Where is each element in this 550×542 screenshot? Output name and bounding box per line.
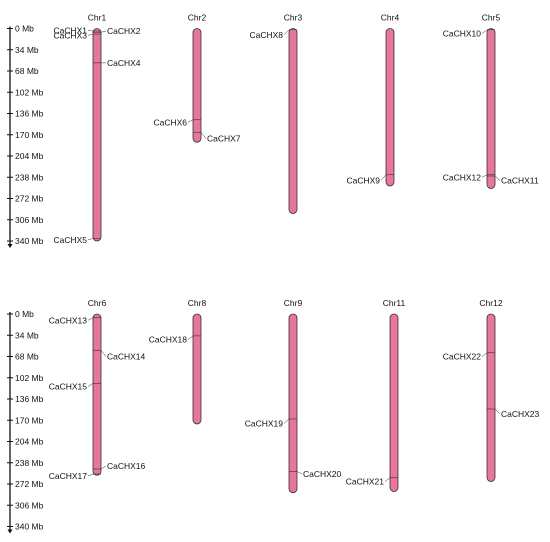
chromosome-bar xyxy=(92,313,102,476)
chromosome-bar xyxy=(385,28,395,187)
gene-leader-line xyxy=(87,473,94,477)
gene-label: CaCHX21 xyxy=(346,477,385,487)
chromosome-bar xyxy=(288,28,298,214)
gene-label: CaCHX7 xyxy=(207,134,241,144)
chromosome-name: Chr2 xyxy=(188,13,207,23)
chromosome-bar xyxy=(92,28,102,242)
gene-label: CaCHX16 xyxy=(107,461,146,471)
gene-leader-line xyxy=(494,175,501,181)
scale-tick-label: 306 Mb xyxy=(15,215,44,225)
scale-tick-label: 0 Mb xyxy=(15,24,34,34)
gene-leader-line xyxy=(296,471,303,475)
gene-leader-line xyxy=(100,30,107,33)
scale-tick-label: 272 Mb xyxy=(15,194,44,204)
scale-tick-label: 238 Mb xyxy=(15,172,44,182)
scale-tick-label: 204 Mb xyxy=(15,151,44,161)
chromosome-name: Chr6 xyxy=(88,298,107,308)
gene-leader-line xyxy=(87,33,94,36)
gene-leader-line xyxy=(384,477,391,482)
scale-tick-label: 0 Mb xyxy=(15,309,34,319)
gene-label: CaCHX11 xyxy=(501,175,539,185)
gene-leader-line xyxy=(380,174,387,181)
gene-label: CaCHX12 xyxy=(443,172,482,182)
gene-label: CaCHX3 xyxy=(53,30,87,40)
gene-label: CaCHX13 xyxy=(49,315,88,325)
scale-tick-label: 340 Mb xyxy=(15,236,44,246)
scale-tick-label: 68 Mb xyxy=(15,352,39,362)
scale-tick-label: 102 Mb xyxy=(15,373,44,383)
gene-leader-line xyxy=(494,408,501,415)
chromosome-name: Chr3 xyxy=(284,13,303,23)
gene-label: CaCHX18 xyxy=(149,335,188,345)
gene-label: CaCHX4 xyxy=(107,58,141,68)
gene-leader-line xyxy=(283,418,290,424)
gene-label: CaCHX20 xyxy=(303,469,342,479)
chromosome-name: Chr4 xyxy=(381,13,400,23)
scale-tick-label: 340 Mb xyxy=(15,522,44,532)
gene-label: CaCHX5 xyxy=(53,235,87,245)
scale-tick-label: 136 Mb xyxy=(15,394,44,404)
gene-label: CaCHX6 xyxy=(153,117,187,127)
gene-leader-line xyxy=(100,350,107,357)
chromosome-bar xyxy=(192,313,202,425)
gene-leader-line xyxy=(187,335,194,340)
scale-tick-label: 272 Mb xyxy=(15,479,44,489)
scale-tick-label: 68 Mb xyxy=(15,66,39,76)
scale-tick-label: 238 Mb xyxy=(15,458,44,468)
scale-tick-label: 170 Mb xyxy=(15,130,44,140)
chromosome-name: Chr9 xyxy=(284,298,303,308)
chromosome-bar xyxy=(192,28,202,143)
chromosome-name: Chr5 xyxy=(482,13,501,23)
gene-leader-line xyxy=(200,132,207,139)
chromosome-bar xyxy=(288,313,298,494)
scale-axis-arrow-icon xyxy=(7,244,13,248)
scale-tick-label: 306 Mb xyxy=(15,500,44,510)
gene-leader-line xyxy=(283,29,290,35)
chromosome-name: Chr12 xyxy=(479,298,502,308)
gene-leader-line xyxy=(481,29,488,34)
scale-tick-label: 170 Mb xyxy=(15,415,44,425)
gene-leader-line xyxy=(100,465,107,470)
chromosome-name: Chr1 xyxy=(88,13,107,23)
gene-leader-line xyxy=(87,30,94,32)
gene-label: CaCHX2 xyxy=(107,26,141,36)
chromosome-name: Chr8 xyxy=(188,298,207,308)
gene-leader-line xyxy=(87,317,94,321)
chromosome-bar xyxy=(486,28,496,189)
scale-tick-label: 136 Mb xyxy=(15,109,44,119)
gene-label: CaCHX1 xyxy=(53,25,87,35)
gene-label: CaCHX19 xyxy=(245,418,284,428)
gene-leader-line xyxy=(481,174,488,178)
chromosome-name: Chr11 xyxy=(383,298,406,308)
gene-leader-line xyxy=(87,383,94,387)
gene-leader-line xyxy=(87,238,94,240)
gene-label: CaCHX23 xyxy=(501,409,540,419)
gene-label: CaCHX14 xyxy=(107,352,146,362)
gene-label: CaCHX9 xyxy=(346,175,380,185)
gene-leader-line xyxy=(187,119,194,123)
scale-tick-label: 34 Mb xyxy=(15,330,39,340)
gene-leader-line xyxy=(481,352,488,357)
scale-axis-arrow-icon xyxy=(7,529,13,534)
scale-tick-label: 204 Mb xyxy=(15,437,44,447)
gene-label: CaCHX22 xyxy=(443,352,482,362)
gene-label: CaCHX8 xyxy=(249,30,283,40)
scale-tick-label: 102 Mb xyxy=(15,87,44,97)
chromosome-bar xyxy=(389,313,399,492)
gene-label: CaCHX15 xyxy=(49,382,88,392)
chromosome-bar xyxy=(486,313,496,482)
scale-tick-label: 34 Mb xyxy=(15,45,39,55)
gene-label: CaCHX17 xyxy=(49,471,88,481)
gene-label: CaCHX10 xyxy=(443,29,482,39)
